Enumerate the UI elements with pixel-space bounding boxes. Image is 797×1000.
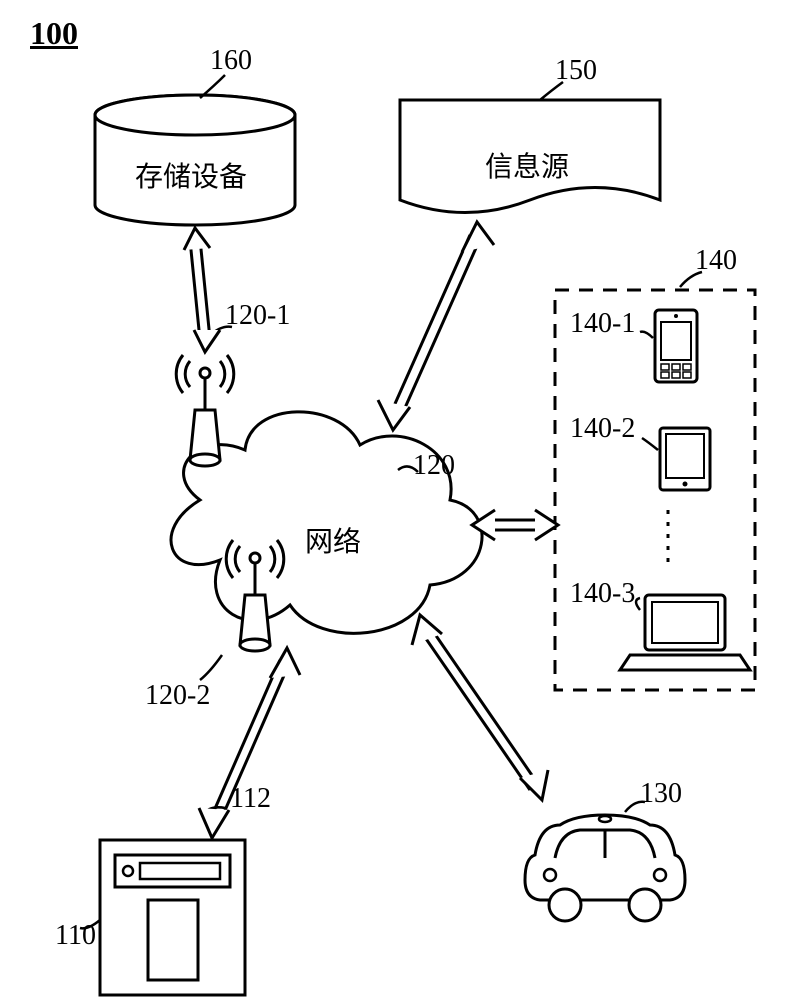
- tablet-icon: [660, 428, 710, 490]
- server-label-ref: 112: [230, 783, 271, 815]
- edge-arrow: [472, 510, 558, 540]
- car-icon: [525, 815, 685, 921]
- network-label: 网络: [305, 520, 361, 560]
- car-ref: 130: [640, 778, 682, 810]
- phone-icon: [655, 310, 697, 382]
- network-ref: 120: [413, 450, 455, 482]
- server-icon: [100, 840, 245, 995]
- phone-ref: 140-1: [570, 308, 635, 340]
- storage-ref: 160: [210, 45, 252, 77]
- diagram-canvas: [0, 0, 797, 1000]
- server-ref: 110: [55, 920, 96, 952]
- info-src-label: 信息源: [485, 145, 569, 185]
- edge-arrow: [412, 615, 548, 800]
- antenna1-ref: 120-1: [225, 300, 290, 332]
- edge-arrow: [184, 228, 220, 352]
- edge-arrow: [378, 222, 494, 430]
- storage-label: 存储设备: [135, 155, 247, 195]
- tablet-ref: 140-2: [570, 413, 635, 445]
- figure-ref: 100: [30, 15, 78, 52]
- info-src-ref: 150: [555, 55, 597, 87]
- laptop-icon: [620, 595, 750, 670]
- antenna2-ref: 120-2: [145, 680, 210, 712]
- laptop-ref: 140-3: [570, 578, 635, 610]
- devices-group-ref: 140: [695, 245, 737, 277]
